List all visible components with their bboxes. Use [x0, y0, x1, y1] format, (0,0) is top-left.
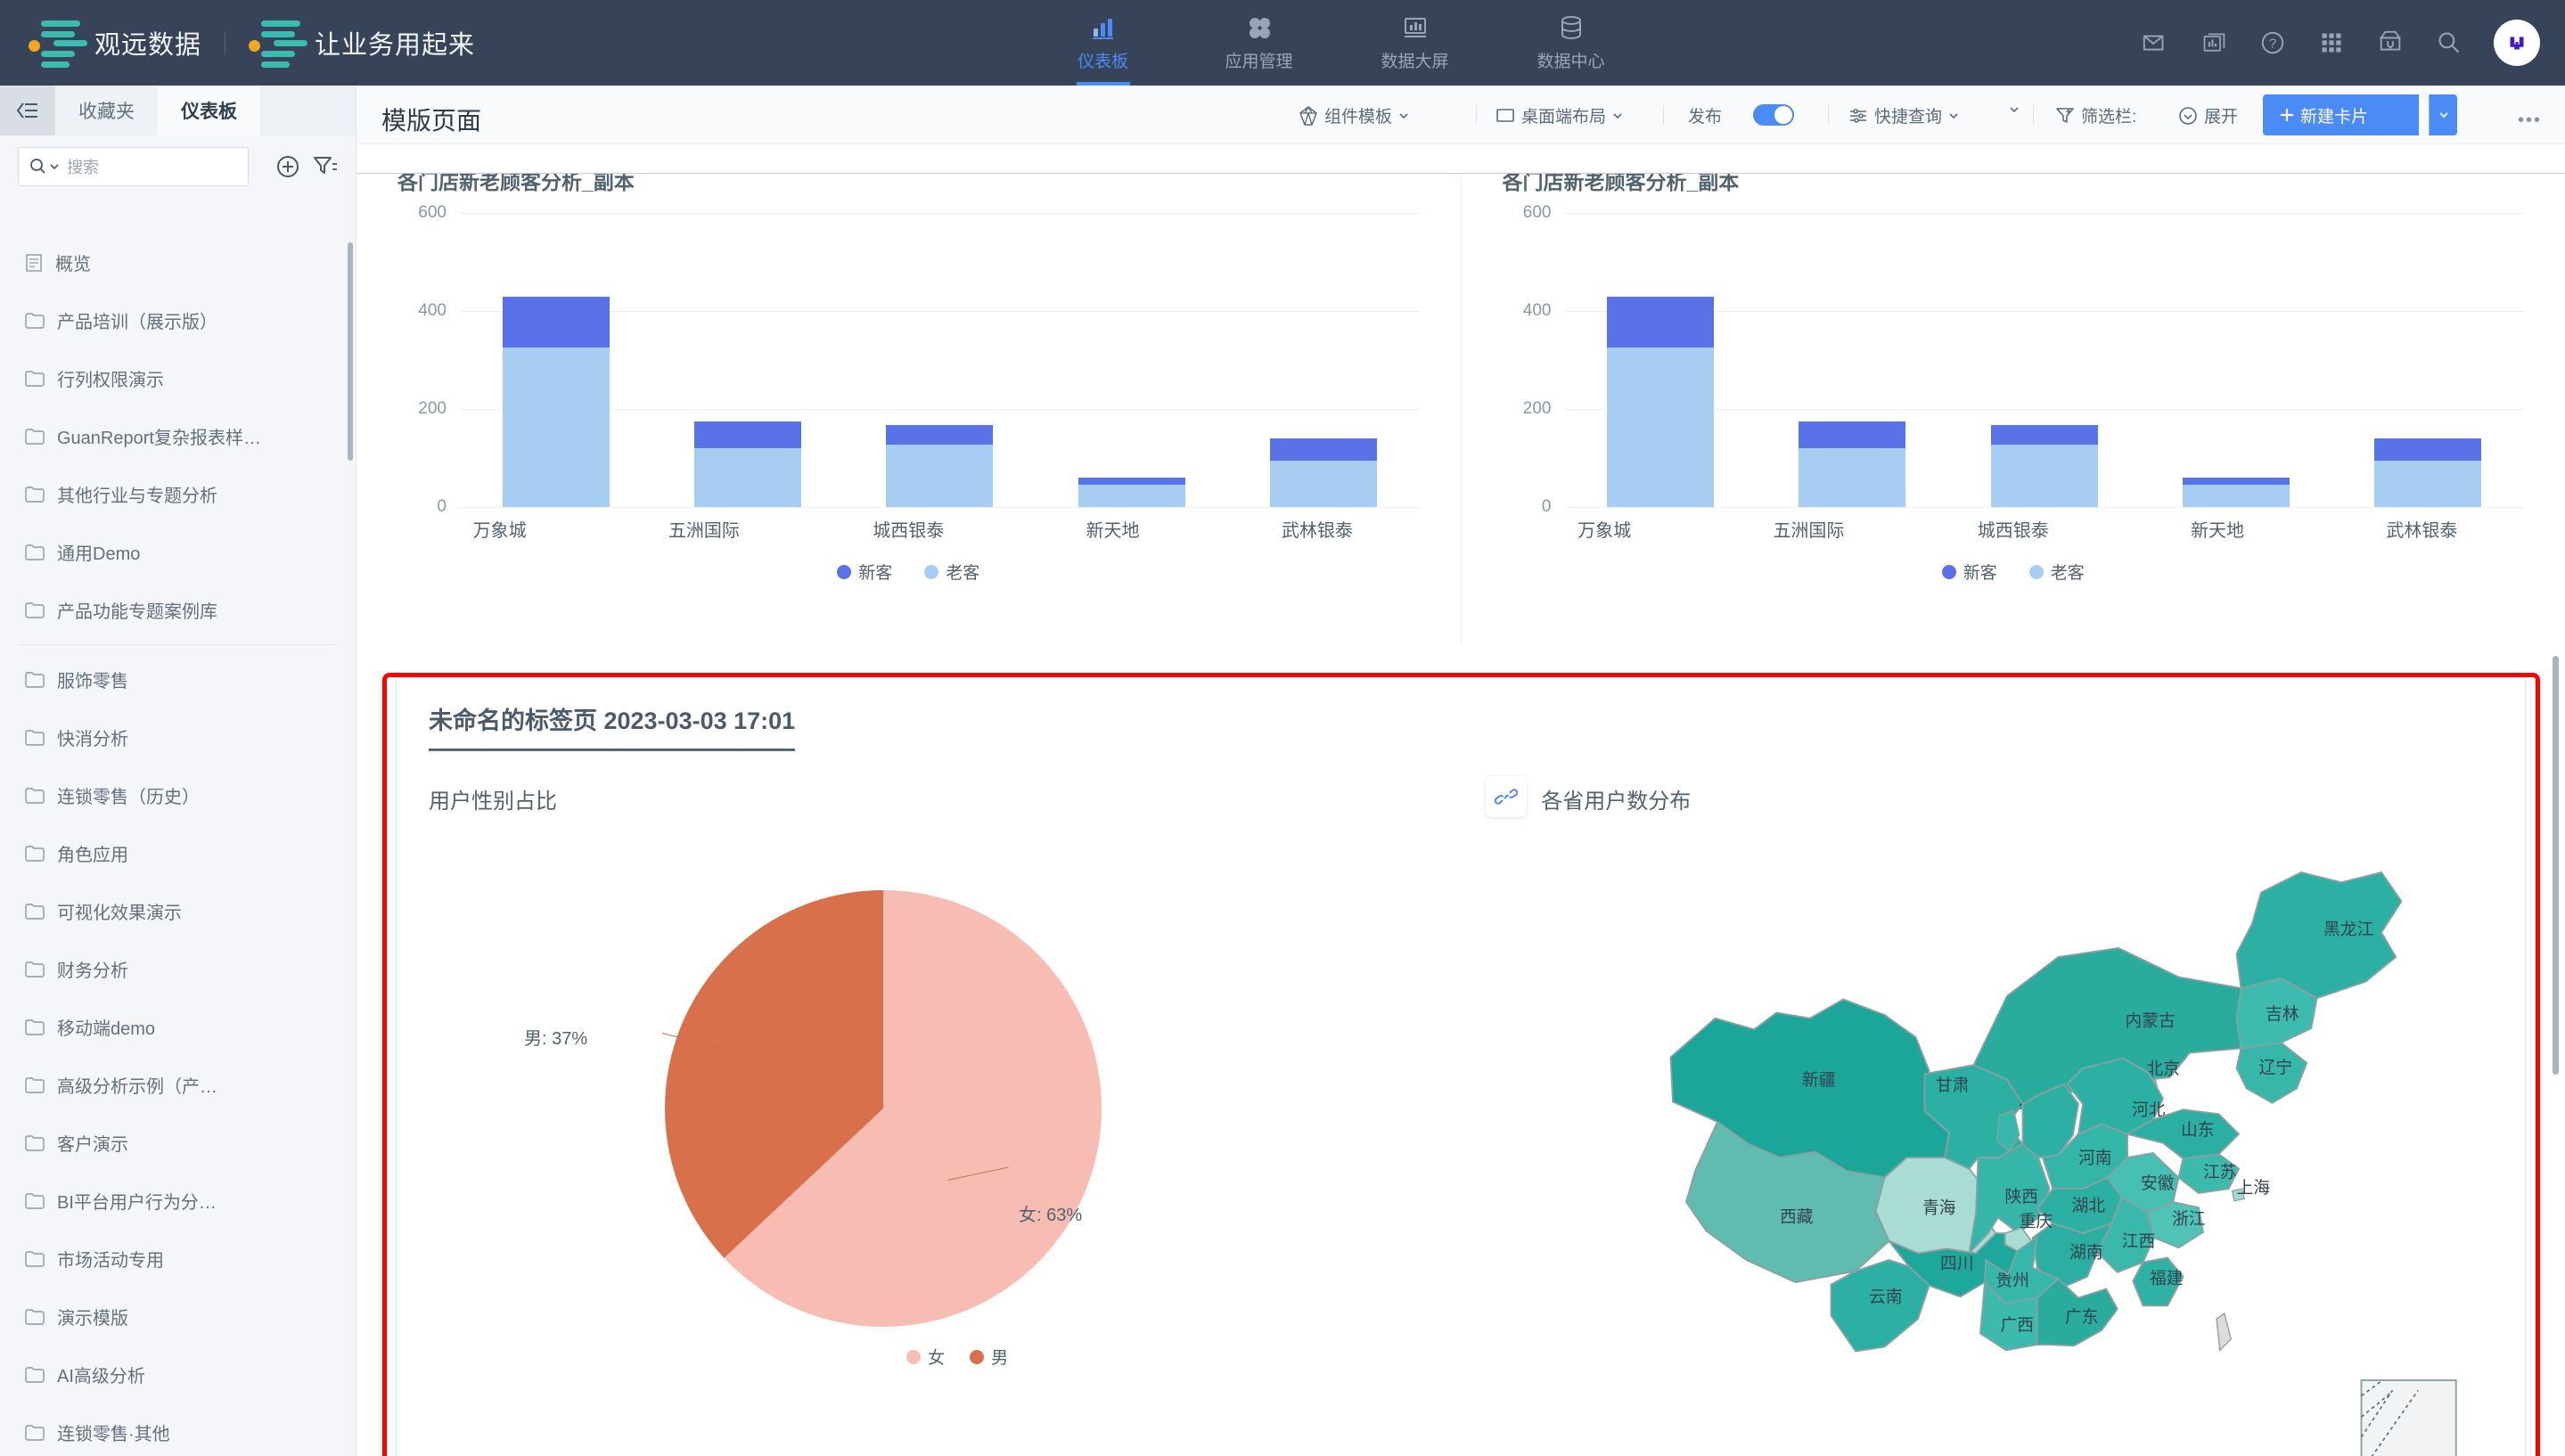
svg-text:云南: 云南: [1869, 1288, 1903, 1306]
svg-text:吉林: 吉林: [2266, 1004, 2299, 1023]
svg-text:广东: 广东: [2065, 1307, 2099, 1326]
svg-text:福建: 福建: [2150, 1268, 2184, 1287]
svg-text:内蒙古: 内蒙古: [2126, 1011, 2176, 1030]
svg-text:贵州: 贵州: [1996, 1271, 2030, 1289]
svg-text:河北: 河北: [2132, 1100, 2166, 1119]
svg-text:浙江: 浙江: [2172, 1209, 2206, 1228]
svg-text:重庆: 重庆: [2020, 1212, 2053, 1231]
svg-text:新疆: 新疆: [1802, 1070, 1836, 1089]
svg-text:江苏: 江苏: [2203, 1163, 2237, 1182]
svg-text:河南: 河南: [2078, 1148, 2112, 1166]
svg-text:四川: 四川: [1940, 1254, 1974, 1272]
svg-text:北京: 北京: [2147, 1059, 2181, 1077]
svg-text:青海: 青海: [1922, 1198, 1956, 1217]
svg-text:山东: 山东: [2181, 1120, 2215, 1139]
svg-text:湖南: 湖南: [2069, 1243, 2103, 1262]
svg-text:陕西: 陕西: [2005, 1187, 2039, 1206]
svg-text:湖北: 湖北: [2072, 1196, 2106, 1215]
svg-text:辽宁: 辽宁: [2259, 1058, 2293, 1076]
svg-text:江西: 江西: [2122, 1231, 2156, 1250]
svg-text:广西: 广西: [2001, 1315, 2035, 1334]
svg-text:上海: 上海: [2237, 1178, 2271, 1197]
svg-text:西藏: 西藏: [1780, 1207, 1814, 1226]
svg-text:安徽: 安徽: [2141, 1174, 2175, 1192]
svg-text:黑龙江: 黑龙江: [2323, 920, 2373, 938]
svg-text:甘肃: 甘肃: [1936, 1076, 1970, 1094]
svg-text:?: ?: [2269, 37, 2276, 52]
